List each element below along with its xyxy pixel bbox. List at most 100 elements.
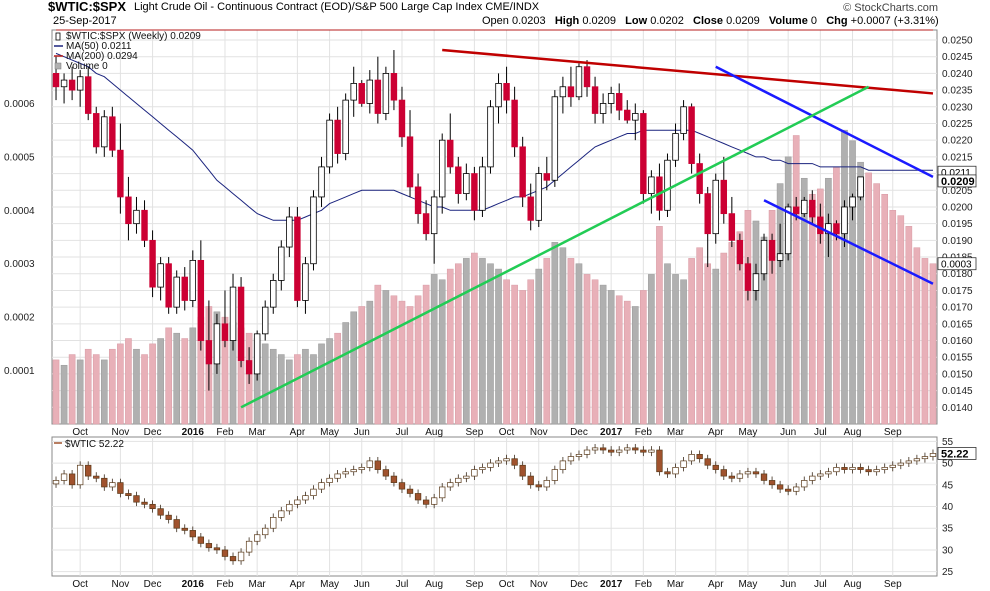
candle-body bbox=[382, 73, 390, 114]
volume-bar bbox=[366, 300, 374, 425]
candle-body bbox=[374, 79, 382, 114]
wtic-candle-body bbox=[559, 460, 567, 470]
wtic-candle-body bbox=[801, 480, 808, 488]
candle-body bbox=[390, 73, 398, 101]
candle-body bbox=[253, 333, 261, 375]
candle-body bbox=[165, 263, 172, 308]
stockcharts-logo: © StockCharts.com bbox=[843, 2, 938, 14]
wtic-candle-body bbox=[511, 458, 518, 466]
main-y-tick-label: 0.0150 bbox=[942, 369, 973, 380]
wtic-candle-body bbox=[752, 471, 760, 475]
wtic-y-tick-label: 50 bbox=[942, 459, 954, 470]
volume-bar bbox=[350, 311, 358, 425]
main-y-tick-label: 0.0250 bbox=[942, 36, 973, 47]
candle-body bbox=[422, 213, 430, 235]
main-y-tick-label: 0.0160 bbox=[942, 336, 973, 347]
candle-body bbox=[68, 79, 76, 91]
wtic-x-tick-label: May bbox=[320, 579, 339, 590]
wtic-candle-body bbox=[487, 462, 494, 468]
wtic-candle-body bbox=[712, 464, 719, 470]
candle-body bbox=[350, 83, 357, 101]
wtic-candle-body bbox=[342, 471, 349, 475]
volume-bar bbox=[374, 284, 382, 425]
wtic-y-tick-label: 25 bbox=[942, 567, 954, 578]
wtic-candle-body bbox=[849, 467, 856, 470]
wtic-candle-body bbox=[672, 467, 679, 475]
candle-body bbox=[833, 223, 840, 235]
main-x-tick-label: Dec bbox=[144, 427, 162, 438]
candle-body bbox=[133, 209, 140, 225]
wtic-x-tick-label: Apr bbox=[290, 579, 306, 590]
candle-body bbox=[286, 216, 293, 248]
main-y-tick-label: 0.0175 bbox=[942, 286, 973, 297]
volume-bar bbox=[768, 210, 776, 425]
volume-bar bbox=[583, 274, 591, 425]
wtic-candle-body bbox=[318, 482, 325, 490]
candle-body bbox=[648, 176, 655, 195]
volume-bar bbox=[857, 161, 864, 425]
last-value-tag: 0.0209 bbox=[941, 176, 975, 188]
volume-bar bbox=[471, 252, 478, 425]
candle-body bbox=[825, 223, 832, 235]
volume-value: 0 bbox=[810, 15, 818, 27]
candle-body bbox=[599, 103, 607, 114]
wtic-candle-body bbox=[567, 456, 575, 462]
volume-y-tick-label: 0.0006 bbox=[4, 99, 35, 110]
wtic-candle-body bbox=[873, 469, 880, 473]
volume-bar bbox=[109, 348, 116, 425]
volume-bar bbox=[599, 284, 607, 425]
wtic-candle-body bbox=[101, 477, 108, 488]
wtic-x-tick-label: Jul bbox=[814, 579, 827, 590]
wtic-candle-body bbox=[430, 497, 438, 505]
wtic-candle-body bbox=[817, 473, 824, 477]
candle-body bbox=[358, 83, 365, 104]
candle-body bbox=[559, 86, 567, 98]
wtic-x-tick-label: Apr bbox=[708, 579, 724, 590]
volume-bar bbox=[390, 295, 398, 425]
candle-body bbox=[310, 196, 317, 265]
main-y-tick-label: 0.0230 bbox=[942, 102, 973, 113]
candle-body bbox=[141, 209, 148, 241]
wtic-candle-body bbox=[905, 460, 913, 464]
volume-bar bbox=[776, 183, 784, 425]
volume-bar bbox=[342, 322, 349, 425]
main-x-tick-label: Nov bbox=[111, 427, 129, 438]
candle-body bbox=[591, 86, 599, 114]
wtic-candle-body bbox=[881, 467, 888, 470]
volume-bar bbox=[463, 258, 470, 425]
wtic-x-tick-label: Oct bbox=[72, 579, 88, 590]
candle-body bbox=[149, 239, 156, 288]
wtic-candle-body bbox=[680, 460, 687, 468]
volume-bar bbox=[567, 258, 575, 425]
candle-body bbox=[471, 173, 478, 211]
volume-bar bbox=[117, 343, 124, 425]
volume-bar bbox=[720, 252, 728, 425]
wtic-candle-body bbox=[921, 456, 929, 460]
volume-bar bbox=[833, 167, 840, 425]
wtic-candle-body bbox=[664, 471, 671, 475]
main-x-tick-label: Apr bbox=[290, 427, 306, 438]
volume-bar bbox=[503, 279, 510, 425]
wtic-candle-body bbox=[471, 469, 478, 477]
volume-bar bbox=[897, 215, 905, 425]
main-x-tick-label: Jul bbox=[814, 427, 827, 438]
candle-body bbox=[784, 206, 792, 255]
candle-body bbox=[752, 273, 760, 291]
volume-bar bbox=[84, 348, 92, 425]
volume-y-tick-label: 0.0003 bbox=[4, 259, 35, 270]
wtic-candle-body bbox=[109, 482, 116, 488]
volume-bar bbox=[495, 268, 502, 425]
candle-body bbox=[575, 66, 583, 98]
candle-body bbox=[93, 113, 100, 148]
main-x-tick-label: Nov bbox=[530, 427, 548, 438]
candle-body bbox=[414, 186, 422, 215]
wtic-candle-body bbox=[648, 449, 655, 453]
wtic-candle-body bbox=[720, 469, 727, 477]
high-value: 0.0209 bbox=[582, 15, 616, 27]
volume-bar bbox=[189, 327, 197, 425]
volume-bar bbox=[125, 338, 132, 425]
candle-body bbox=[632, 113, 639, 121]
main-x-tick-label: Oct bbox=[499, 427, 515, 438]
wtic-candle-body bbox=[229, 556, 237, 562]
volume-bar bbox=[808, 194, 816, 425]
